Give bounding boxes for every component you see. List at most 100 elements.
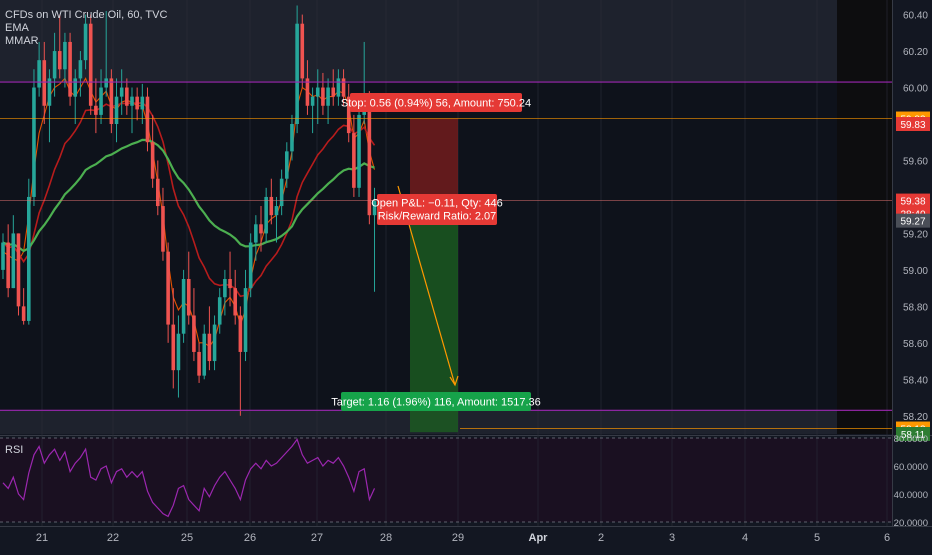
candle-body xyxy=(78,60,83,79)
candle xyxy=(321,72,325,115)
candle-body xyxy=(150,142,155,179)
candle xyxy=(181,269,186,343)
candle-body xyxy=(310,96,315,106)
symbol-title[interactable]: CFDs on WTI Crude Oil, 60, TVC xyxy=(5,9,168,21)
candle-body xyxy=(269,196,274,216)
candle-body xyxy=(6,242,10,289)
candle xyxy=(16,233,21,316)
candle xyxy=(161,187,165,261)
candle-body xyxy=(11,233,16,289)
candle-body xyxy=(130,96,134,106)
candle xyxy=(285,142,289,188)
candle-body xyxy=(119,87,124,97)
rsi-indicator-label[interactable]: RSI xyxy=(5,444,24,456)
candle xyxy=(279,169,284,216)
rsi-tick-label: 40.0000 xyxy=(894,490,928,501)
candle-body xyxy=(156,178,160,207)
candle xyxy=(254,215,258,261)
candle xyxy=(156,160,160,216)
rsi-line xyxy=(2,438,376,518)
candle xyxy=(341,69,346,106)
candle-body xyxy=(192,315,196,352)
candle-body xyxy=(171,324,176,371)
candle xyxy=(94,78,98,134)
price-tick-label: 60.20 xyxy=(903,47,928,58)
candle xyxy=(114,78,119,143)
candle-body xyxy=(372,200,377,216)
candle xyxy=(228,251,232,307)
mmar-indicator-label[interactable]: MMAR xyxy=(5,35,39,47)
time-tick-label: 6 xyxy=(884,532,890,544)
candle-body xyxy=(21,306,26,321)
stop-label-text: Stop: 0.56 (0.94%) 56, Amount: 750.24 xyxy=(341,98,531,110)
candle xyxy=(315,69,320,124)
candle xyxy=(171,288,176,389)
candle xyxy=(37,41,41,97)
price-tick-label: 59.60 xyxy=(903,156,928,167)
candle-body xyxy=(140,96,145,110)
price-badge-label: 59.27 xyxy=(900,217,925,228)
time-axis[interactable]: 21 22 25 26 27 28 29 Apr 2 3 4 5 6 xyxy=(36,532,890,544)
time-tick-label: 21 xyxy=(36,532,48,544)
candle xyxy=(357,105,361,197)
candle-body xyxy=(99,87,103,115)
price-tick-label: 59.00 xyxy=(903,266,928,277)
candle xyxy=(135,87,139,121)
candle xyxy=(32,69,36,207)
price-tick-label: 60.40 xyxy=(903,11,928,22)
candle xyxy=(57,14,62,79)
candle xyxy=(352,114,356,197)
candle-body xyxy=(290,124,294,152)
candle xyxy=(197,342,201,383)
candle-body xyxy=(47,78,52,106)
candle-body xyxy=(248,242,253,289)
rsi-pane xyxy=(0,437,892,523)
pnl-label: Open P&L: −0.11, Qty: 446 Risk/Reward Ra… xyxy=(371,194,503,225)
candle xyxy=(372,187,377,292)
candle xyxy=(192,288,196,362)
candle xyxy=(202,324,207,380)
candle xyxy=(259,206,263,252)
pnl-label-box xyxy=(377,194,497,225)
candle-body xyxy=(88,23,93,106)
candle-body xyxy=(274,206,279,216)
candle xyxy=(99,69,103,124)
ema-indicator-label[interactable]: EMA xyxy=(5,22,29,34)
candle xyxy=(346,83,351,143)
candle-body xyxy=(259,224,263,234)
candle-body xyxy=(104,78,108,88)
candle-body xyxy=(352,133,356,188)
candle-body xyxy=(217,297,222,325)
candle-body xyxy=(305,78,310,106)
candle xyxy=(119,69,124,115)
time-tick-label: 26 xyxy=(244,532,256,544)
candle-body xyxy=(279,178,284,207)
price-badge: 59.27 xyxy=(896,213,930,228)
candle-body xyxy=(202,333,207,376)
candle-body xyxy=(264,196,268,234)
candle-body xyxy=(73,78,78,97)
candle xyxy=(264,187,268,243)
price-axis[interactable]: 60.4060.2060.0059.8059.6059.4059.2059.00… xyxy=(894,11,930,529)
projection-arrowhead xyxy=(449,375,459,387)
time-tick-label: 29 xyxy=(452,532,464,544)
candle-body xyxy=(52,51,57,79)
candle-body xyxy=(37,60,41,88)
candle-body xyxy=(125,87,129,106)
ema-mid-line xyxy=(2,101,376,298)
candle-body xyxy=(57,51,62,70)
candle xyxy=(6,224,10,298)
candle xyxy=(130,87,134,134)
candle xyxy=(212,315,217,371)
candle-body xyxy=(63,41,67,70)
chart-legend: CFDs on WTI Crude Oil, 60, TVC EMA MMAR xyxy=(5,9,167,48)
candle xyxy=(150,114,155,188)
candle xyxy=(109,69,114,134)
candle-body xyxy=(331,87,336,97)
candle xyxy=(331,69,336,106)
candle-body xyxy=(109,78,114,124)
candle-body xyxy=(114,96,119,124)
candle-body xyxy=(336,78,341,97)
